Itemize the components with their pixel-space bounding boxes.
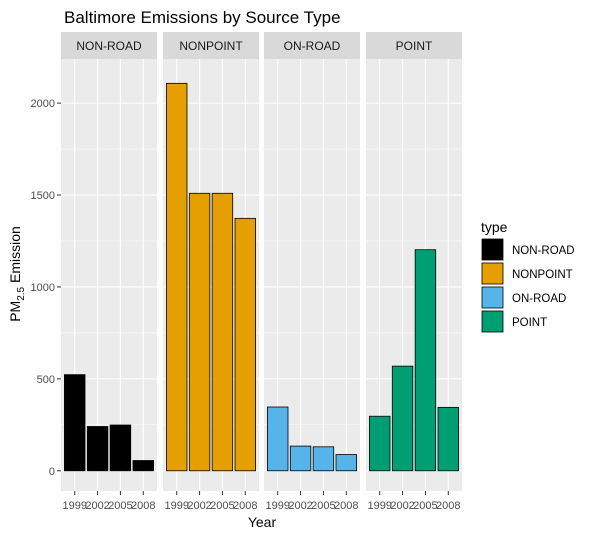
legend-key-non-road [481,238,504,261]
x-tick-label: 2005 [413,500,437,512]
chart-title: Baltimore Emissions by Source Type [64,8,341,27]
legend-key-on-road [481,286,504,309]
x-tick-label: 2002 [187,500,211,512]
bar-on-road-2008 [335,454,357,472]
y-tick-label: 500 [37,374,55,386]
x-tick-label: 2008 [233,500,257,512]
bar-point-2002 [391,365,414,472]
y-tick-label: 1500 [31,190,55,202]
facet-strip-label: NON-ROAD [76,39,142,53]
bar-on-road-2005 [312,446,335,472]
bar-nonpoint-2005 [211,192,234,472]
y-axis-title: PM2.5 Emission [7,226,27,322]
legend-label-point: POINT [512,317,547,329]
facet-panels: NON-ROAD1999200220052008NONPOINT19992002… [61,32,462,512]
legend-label-on-road: ON-ROAD [512,293,566,305]
facet-strip-label: NONPOINT [179,39,243,53]
x-axis-title: Year [248,514,277,530]
bar-non-road-2002 [86,426,109,472]
x-tick-label: 1999 [265,500,289,512]
facet-strip [366,32,462,59]
bar-on-road-1999 [267,406,289,472]
facet-strip [61,32,157,59]
y-tick-label: 1000 [31,282,55,294]
bar-point-1999 [369,415,391,472]
y-axis-title-sub: 2.5 [16,286,27,300]
x-tick-label: 2008 [334,500,358,512]
facet-strip-label: POINT [396,39,433,53]
bar-point-2008 [437,406,459,472]
bar-non-road-1999 [64,374,86,472]
y-tick-label: 0 [49,466,55,478]
bar-on-road-2002 [289,445,312,472]
bar-non-road-2005 [109,424,132,472]
x-tick-label: 2002 [390,500,414,512]
x-tick-label: 1999 [62,500,86,512]
x-tick-label: 2008 [131,500,155,512]
bar-nonpoint-2002 [188,192,211,472]
bar-nonpoint-2008 [234,217,256,472]
legend-label-nonpoint: NONPOINT [512,269,573,281]
legend-title: type [481,219,508,235]
legend: type NON-ROAD NONPOINT ON-ROAD POINT [481,219,575,333]
x-tick-label: 2005 [311,500,335,512]
x-tick-label: 2002 [85,500,109,512]
y-axis-title-rest: Emission [7,226,23,287]
y-axis: 0 500 1000 1500 2000 [31,98,61,478]
bar-nonpoint-1999 [166,82,188,472]
x-tick-label: 2005 [108,500,132,512]
legend-label-non-road: NON-ROAD [512,245,575,257]
facet-strip [264,32,360,59]
bar-non-road-2008 [132,460,154,472]
y-axis-title-main: PM [7,301,23,322]
bar-point-2005 [414,249,437,472]
x-tick-label: 2002 [288,500,312,512]
x-tick-label: 1999 [367,500,391,512]
x-tick-label: 2008 [436,500,460,512]
x-tick-label: 2005 [210,500,234,512]
y-tick-label: 2000 [31,98,55,110]
legend-key-nonpoint [481,262,504,285]
x-tick-label: 1999 [164,500,188,512]
facet-strip [163,32,259,59]
facet-strip-label: ON-ROAD [284,39,341,53]
legend-key-point [481,310,504,333]
